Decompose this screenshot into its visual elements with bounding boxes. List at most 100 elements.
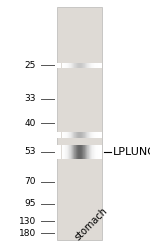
Bar (91, 145, 92, 159)
Bar (81, 131, 82, 138)
Bar (65, 145, 66, 159)
Bar (64, 131, 65, 138)
Bar (79, 145, 80, 159)
Bar (71, 131, 72, 138)
Bar (63, 131, 64, 138)
Bar (99, 145, 100, 159)
Bar (67, 63, 68, 68)
Bar (61, 131, 62, 138)
Bar (57, 7, 102, 240)
Bar (71, 145, 72, 159)
Bar (101, 63, 102, 68)
Bar (86, 145, 87, 159)
Bar (72, 145, 73, 159)
Bar (84, 63, 85, 68)
Bar (58, 131, 59, 138)
Bar (57, 131, 58, 138)
Text: 130: 130 (19, 217, 36, 226)
Bar (70, 145, 71, 159)
Bar (80, 63, 81, 68)
Bar (58, 145, 59, 159)
Bar (85, 63, 86, 68)
Bar (59, 131, 60, 138)
Bar (62, 131, 63, 138)
Bar (69, 63, 70, 68)
Bar (88, 63, 89, 68)
Bar (91, 63, 92, 68)
Bar (60, 145, 61, 159)
Bar (66, 131, 67, 138)
Bar (60, 131, 61, 138)
Bar (63, 63, 64, 68)
Bar (90, 131, 91, 138)
Bar (66, 63, 67, 68)
Bar (80, 145, 81, 159)
Text: LPLUNC1: LPLUNC1 (112, 147, 150, 157)
Bar (88, 145, 89, 159)
Bar (92, 145, 93, 159)
Bar (99, 63, 100, 68)
Bar (68, 145, 69, 159)
Bar (66, 145, 67, 159)
Text: 33: 33 (24, 94, 36, 103)
Bar (74, 131, 75, 138)
Bar (87, 145, 88, 159)
Bar (68, 131, 69, 138)
Bar (94, 131, 95, 138)
Bar (98, 145, 99, 159)
Bar (97, 63, 98, 68)
Bar (89, 63, 90, 68)
Bar (96, 145, 97, 159)
Bar (101, 145, 102, 159)
Bar (76, 63, 77, 68)
Bar (96, 131, 97, 138)
Bar (76, 131, 77, 138)
Bar (75, 63, 76, 68)
Bar (86, 63, 87, 68)
Bar (57, 63, 58, 68)
Text: 40: 40 (25, 119, 36, 128)
Bar (82, 63, 83, 68)
Bar (89, 131, 90, 138)
Bar (79, 63, 80, 68)
Bar (61, 131, 62, 138)
Bar (77, 63, 78, 68)
Bar (72, 63, 73, 68)
Bar (78, 131, 79, 138)
Bar (73, 131, 74, 138)
Bar (88, 131, 89, 138)
Bar (67, 131, 68, 138)
Bar (100, 145, 101, 159)
Bar (60, 63, 61, 68)
Bar (61, 145, 62, 159)
Bar (84, 131, 85, 138)
Bar (72, 131, 73, 138)
Bar (95, 131, 96, 138)
Bar (95, 63, 96, 68)
Bar (93, 131, 94, 138)
Bar (64, 63, 65, 68)
Bar (71, 63, 72, 68)
Bar (78, 63, 79, 68)
Bar (74, 63, 75, 68)
Bar (63, 145, 64, 159)
Bar (83, 145, 84, 159)
Text: 95: 95 (24, 199, 36, 208)
Bar (57, 145, 58, 159)
Bar (62, 63, 63, 68)
Bar (99, 131, 100, 138)
Bar (65, 63, 66, 68)
Bar (73, 145, 74, 159)
Bar (85, 145, 86, 159)
Bar (64, 145, 65, 159)
Bar (82, 131, 83, 138)
Bar (69, 145, 70, 159)
Bar (90, 145, 91, 159)
Bar (91, 131, 92, 138)
Bar (79, 131, 80, 138)
Bar (98, 63, 99, 68)
Bar (100, 131, 101, 138)
Bar (75, 145, 76, 159)
Bar (87, 131, 88, 138)
Bar (82, 145, 83, 159)
